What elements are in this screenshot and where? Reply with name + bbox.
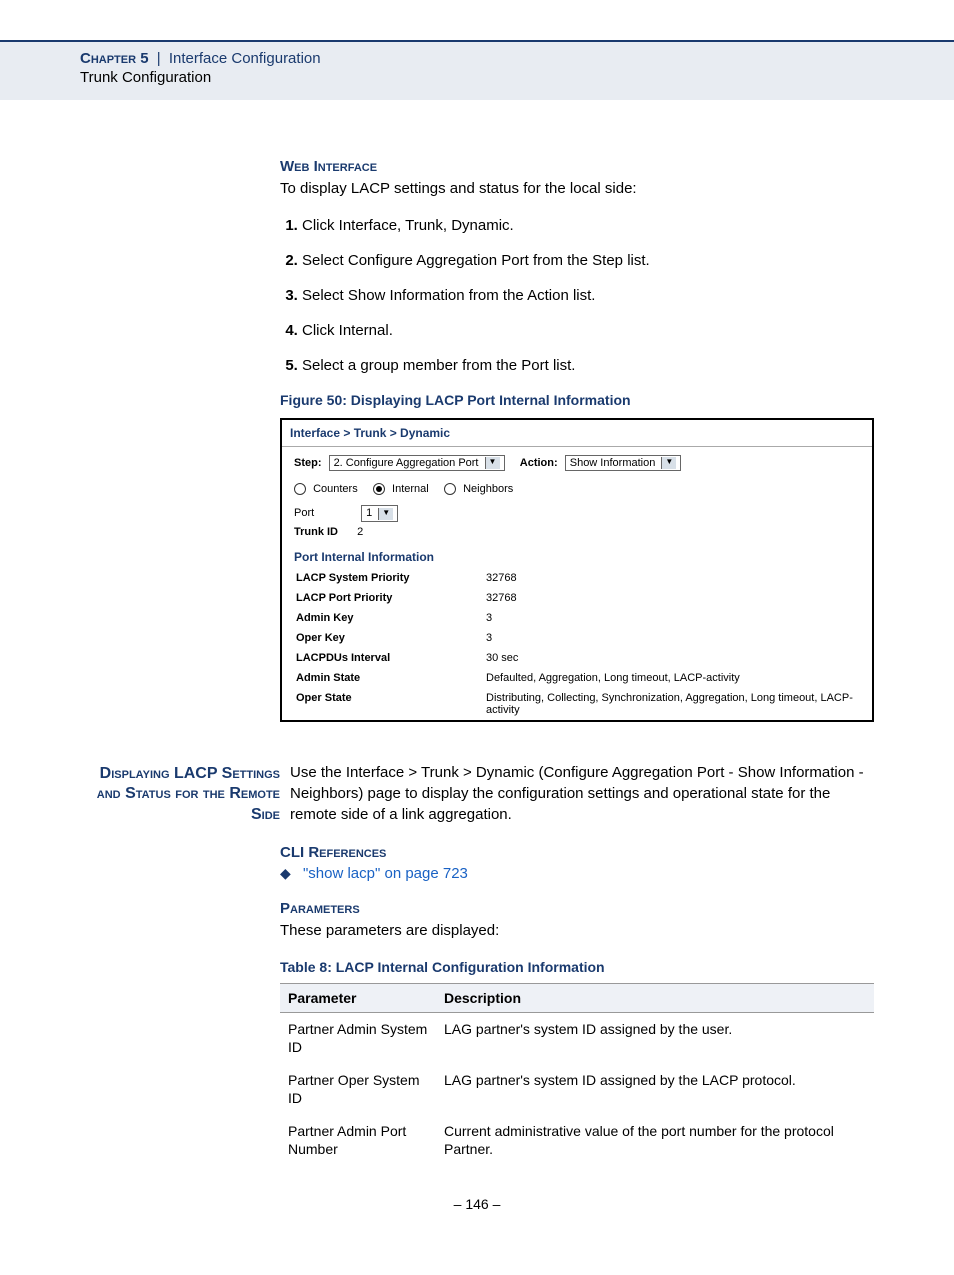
radio-internal-label: Internal — [392, 483, 429, 495]
col-description: Description — [436, 984, 874, 1013]
kv-row: Admin Key3 — [282, 608, 872, 628]
kv-value: 30 sec — [486, 652, 858, 664]
step-select[interactable]: 2. Configure Aggregation Port ▼ — [329, 455, 505, 471]
steps-list: Click Interface, Trunk, Dynamic. Select … — [280, 217, 874, 374]
figure-caption: Figure 50: Displaying LACP Port Internal… — [280, 392, 874, 408]
kv-key: Admin State — [296, 672, 486, 684]
trunk-value: 2 — [357, 526, 363, 538]
kv-value: 32768 — [486, 572, 858, 584]
kv-row: LACP Port Priority32768 — [282, 588, 872, 608]
param-name: Partner Oper System ID — [280, 1064, 436, 1115]
col-parameter: Parameter — [280, 984, 436, 1013]
cli-heading: CLI References — [280, 844, 874, 861]
radio-neighbors[interactable] — [444, 483, 456, 495]
params-heading: Parameters — [280, 900, 874, 917]
radio-internal[interactable] — [373, 483, 385, 495]
table-caption: Table 8: LACP Internal Configuration Inf… — [280, 959, 874, 975]
web-interface-intro: To display LACP settings and status for … — [280, 179, 874, 199]
radio-neighbors-label: Neighbors — [463, 483, 513, 495]
step-label: Step: — [294, 457, 322, 469]
kv-row: LACP System Priority32768 — [282, 568, 872, 588]
action-select[interactable]: Show Information ▼ — [565, 455, 682, 471]
table-row: Partner Admin System IDLAG partner's sys… — [280, 1013, 874, 1065]
figure-screenshot: Interface > Trunk > Dynamic Step: 2. Con… — [280, 418, 874, 721]
page-number: – 146 – — [80, 1196, 874, 1212]
web-interface-heading: Web Interface — [280, 158, 874, 175]
kv-key: LACP System Priority — [296, 572, 486, 584]
action-label: Action: — [520, 457, 558, 469]
kv-key: Admin Key — [296, 612, 486, 624]
kv-key: LACP Port Priority — [296, 592, 486, 604]
kv-value: 32768 — [486, 592, 858, 604]
kv-value: Defaulted, Aggregation, Long timeout, LA… — [486, 672, 858, 684]
kv-row: Admin StateDefaulted, Aggregation, Long … — [282, 668, 872, 688]
kv-row: Oper Key3 — [282, 628, 872, 648]
table-row: Partner Oper System IDLAG partner's syst… — [280, 1064, 874, 1115]
header-section: Interface Configuration — [169, 50, 321, 67]
chevron-down-icon: ▼ — [378, 508, 393, 520]
trunk-label: Trunk ID — [294, 526, 354, 538]
step-item: Click Interface, Trunk, Dynamic. — [302, 217, 874, 234]
side-body: Use the Interface > Trunk > Dynamic (Con… — [290, 762, 874, 826]
port-select-value: 1 — [366, 507, 372, 519]
port-label: Port — [294, 507, 354, 519]
step-item: Click Internal. — [302, 322, 874, 339]
kv-row: LACPDUs Interval30 sec — [282, 648, 872, 668]
page-header: Chapter 5 | Interface Configuration Trun… — [0, 40, 954, 100]
kv-key: Oper State — [296, 692, 486, 716]
radio-counters-label: Counters — [313, 483, 358, 495]
param-desc: Current administrative value of the port… — [436, 1115, 874, 1166]
header-sep: | — [157, 50, 161, 67]
params-intro: These parameters are displayed: — [280, 921, 874, 941]
step-select-value: 2. Configure Aggregation Port — [334, 457, 479, 469]
header-subsection: Trunk Configuration — [80, 69, 874, 86]
diamond-icon: ◆ — [280, 865, 291, 881]
kv-value: Distributing, Collecting, Synchronizatio… — [486, 692, 858, 716]
kv-value: 3 — [486, 612, 858, 624]
param-desc: LAG partner's system ID assigned by the … — [436, 1013, 874, 1065]
action-select-value: Show Information — [570, 457, 656, 469]
chapter-label: Chapter 5 — [80, 50, 149, 67]
kv-row: Oper StateDistributing, Collecting, Sync… — [282, 688, 872, 720]
port-select[interactable]: 1▼ — [361, 505, 398, 521]
figure-subhead: Port Internal Information — [282, 546, 872, 568]
radio-counters[interactable] — [294, 483, 306, 495]
step-item: Select a group member from the Port list… — [302, 357, 874, 374]
param-name: Partner Admin Port Number — [280, 1115, 436, 1166]
table-row: Partner Admin Port NumberCurrent adminis… — [280, 1115, 874, 1166]
kv-value: 3 — [486, 632, 858, 644]
kv-key: LACPDUs Interval — [296, 652, 486, 664]
kv-key: Oper Key — [296, 632, 486, 644]
param-name: Partner Admin System ID — [280, 1013, 436, 1065]
step-item: Select Configure Aggregation Port from t… — [302, 252, 874, 269]
params-table: Parameter Description Partner Admin Syst… — [280, 983, 874, 1166]
step-item: Select Show Information from the Action … — [302, 287, 874, 304]
side-heading: Displaying LACP Settings and Status for … — [80, 762, 290, 826]
param-desc: LAG partner's system ID assigned by the … — [436, 1064, 874, 1115]
figure-breadcrumb: Interface > Trunk > Dynamic — [282, 420, 872, 446]
chevron-down-icon: ▼ — [661, 457, 676, 469]
chevron-down-icon: ▼ — [485, 457, 500, 469]
cli-link[interactable]: "show lacp" on page 723 — [303, 865, 468, 882]
